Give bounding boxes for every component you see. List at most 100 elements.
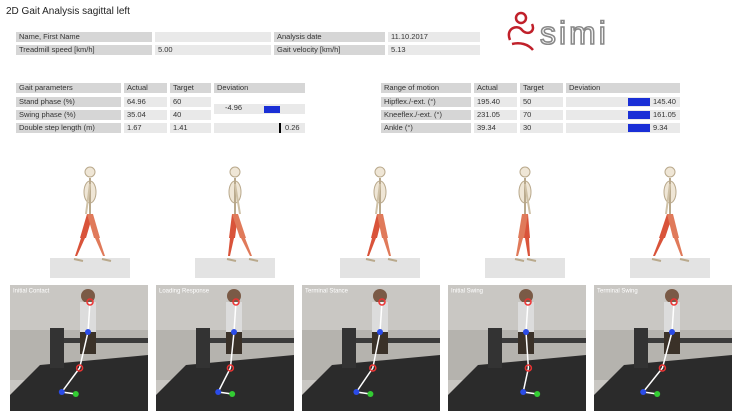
video-frame: Terminal Stance <box>302 285 440 411</box>
logo-text: simi <box>539 15 609 51</box>
deviation-zero <box>279 123 281 133</box>
target-value: 1.41 <box>170 123 211 133</box>
marker <box>658 364 667 372</box>
marker <box>72 391 79 397</box>
phase-label: Initial Swing <box>451 289 483 295</box>
treadmill-rail <box>488 338 586 343</box>
row-label: Stand phase (%) <box>16 97 121 107</box>
skeleton-figure <box>630 166 710 278</box>
treadmill-rail <box>634 338 732 343</box>
marker <box>85 329 91 335</box>
foot <box>651 258 662 262</box>
target-value: 70 <box>520 110 563 120</box>
phase-label: Terminal Stance <box>305 289 349 295</box>
target-value: 60 <box>170 97 211 107</box>
treadmill-rail <box>342 338 440 343</box>
leg-muscle <box>653 238 664 256</box>
skeleton-figure <box>485 166 565 278</box>
foot <box>679 258 690 262</box>
arm <box>375 183 381 215</box>
arm <box>234 183 241 215</box>
treadmill-post <box>488 328 502 368</box>
skeleton-figure <box>195 166 275 278</box>
floor <box>340 258 420 278</box>
target-value: 30 <box>520 123 563 133</box>
actual-value: 1.67 <box>124 123 167 133</box>
foot <box>365 258 376 262</box>
leg-muscle <box>377 214 388 238</box>
marker-lines <box>217 301 237 395</box>
info-value: 5.00 <box>155 45 271 55</box>
foot <box>101 258 112 262</box>
treadmill <box>10 355 148 411</box>
marker <box>229 391 236 397</box>
marker <box>231 329 237 335</box>
foot <box>226 258 237 262</box>
shirt <box>372 302 388 332</box>
leg-muscle <box>516 238 523 256</box>
report-title: 2D Gait Analysis sagittal left <box>6 6 130 17</box>
deviation-label: 9.34 <box>653 123 668 132</box>
leg-muscle <box>87 214 100 238</box>
marker-lines <box>355 301 383 395</box>
marker <box>378 298 386 306</box>
row-label: Hipflex./-ext. (°) <box>381 97 471 107</box>
skull <box>519 166 531 178</box>
foot <box>248 258 259 262</box>
marker <box>226 364 235 372</box>
deviation-bar <box>628 124 650 132</box>
row-label: Swing phase (%) <box>16 110 121 120</box>
treadmill <box>448 355 586 411</box>
treadmill <box>594 355 732 411</box>
deviation-label: -4.96 <box>225 103 243 112</box>
shirt <box>226 302 242 332</box>
leg-muscle <box>525 238 530 256</box>
video-frame: Terminal Swing <box>594 285 732 411</box>
deviation-track <box>214 123 305 133</box>
marker-lines <box>522 301 538 395</box>
floor <box>195 258 275 278</box>
arm <box>665 183 671 215</box>
deviation-track <box>566 97 680 107</box>
marker <box>524 298 532 306</box>
info-label: Analysis date <box>274 32 385 42</box>
marker <box>534 391 541 397</box>
treadmill-rail <box>50 338 148 343</box>
actual-value: 39.34 <box>474 123 517 133</box>
table-header: Deviation <box>214 83 305 93</box>
shirt <box>80 302 96 332</box>
leg-muscle <box>95 238 105 256</box>
marker <box>520 389 527 395</box>
actual-value: 195.40 <box>474 97 517 107</box>
video-frame: Initial Swing <box>448 285 586 411</box>
info-value: 5.13 <box>388 45 480 55</box>
treadmill-post <box>634 328 648 368</box>
skeleton-figure <box>340 166 420 278</box>
target-value: 50 <box>520 97 563 107</box>
marker <box>232 298 240 306</box>
skull <box>664 166 676 178</box>
leg-muscle <box>75 238 85 256</box>
marker <box>524 364 533 372</box>
marker <box>523 329 529 335</box>
skull <box>229 166 241 178</box>
treadmill-post <box>196 328 210 368</box>
skull <box>374 166 386 178</box>
marker <box>367 391 374 397</box>
treadmill-rail <box>196 338 294 343</box>
phase-label: Initial Contact <box>13 289 50 295</box>
table-header: Target <box>170 83 211 93</box>
deviation-bar <box>264 106 280 113</box>
skeleton-figure <box>50 166 130 278</box>
phase-label: Loading Response <box>159 289 210 295</box>
table-header: Gait parameters <box>16 83 121 93</box>
video-frame: Loading Response <box>156 285 294 411</box>
marker <box>75 364 84 372</box>
floor <box>50 258 130 278</box>
foot <box>387 258 398 262</box>
deviation-bar <box>628 111 650 119</box>
skull <box>84 166 96 178</box>
shorts <box>226 332 242 354</box>
row-label: Double step length (m) <box>16 123 121 133</box>
